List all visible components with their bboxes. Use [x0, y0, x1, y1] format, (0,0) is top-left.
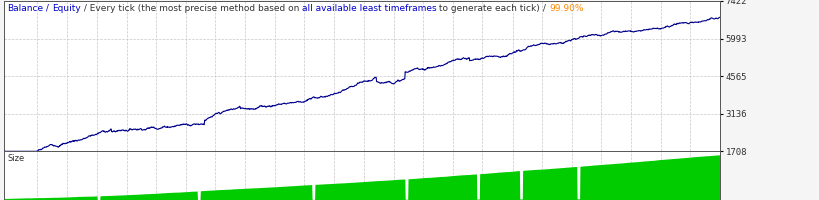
Text: Balance: Balance: [7, 4, 43, 13]
Text: 99.90%: 99.90%: [548, 4, 583, 13]
Text: / Every tick (the most precise method based on: / Every tick (the most precise method ba…: [80, 4, 301, 13]
Text: /: /: [43, 4, 52, 13]
Text: all available least timeframes: all available least timeframes: [301, 4, 436, 13]
Text: to generate each tick): to generate each tick): [436, 4, 540, 13]
Text: Size: Size: [7, 154, 25, 163]
Text: Equity: Equity: [52, 4, 80, 13]
Text: /: /: [540, 4, 548, 13]
